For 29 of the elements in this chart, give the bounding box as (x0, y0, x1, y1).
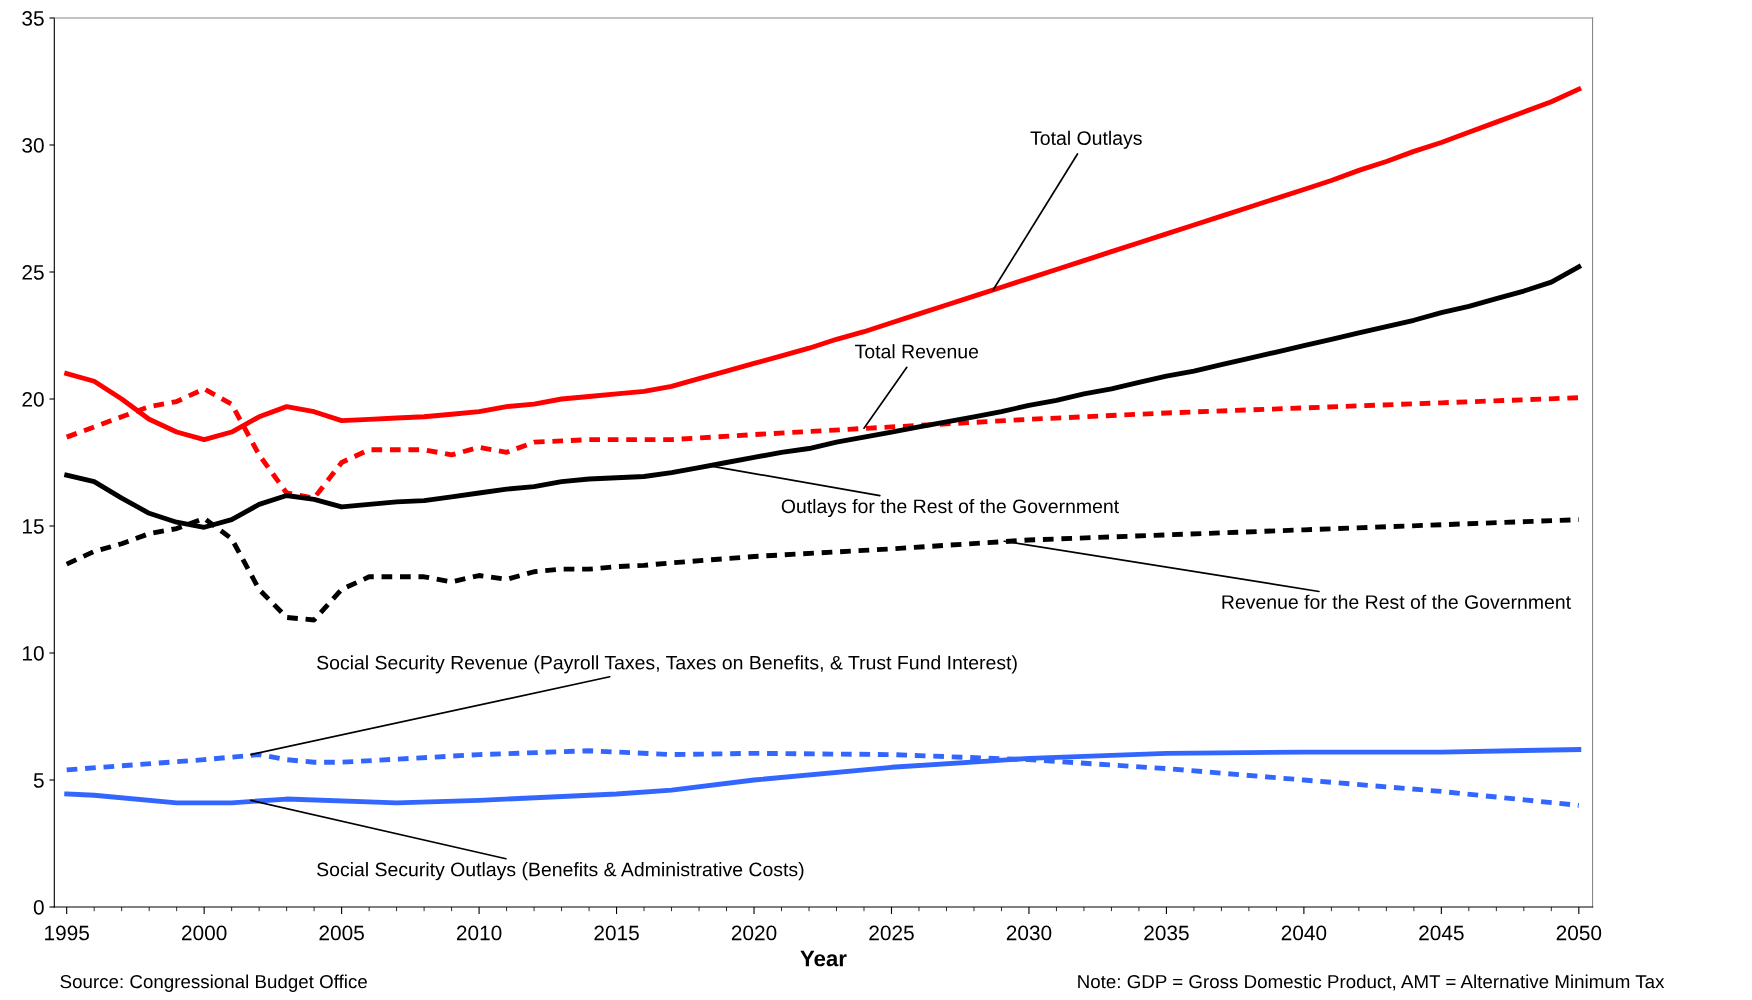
x-tick-label: 2030 (1006, 925, 1052, 941)
x-tick-label: 2025 (869, 925, 914, 941)
y-tick-label: 15 (23, 519, 44, 534)
y-tick-label: 20 (22, 392, 44, 407)
x-tick-label: 2045 (1419, 925, 1464, 941)
annotation: Social Security Outlays (Benefits & Administrative Costs) (317, 862, 804, 881)
y-tick-label: 35 (22, 11, 44, 26)
y-tick-label: 25 (22, 265, 44, 280)
annotation: Outlays for the Rest of the Government (781, 498, 1119, 518)
y-tick-label: 30 (22, 138, 44, 153)
x-tick-label: 2010 (456, 925, 502, 941)
annotation: Total Revenue (855, 344, 979, 359)
annotation: Total Outlays (1030, 130, 1142, 149)
y-tick-label: 0 (33, 900, 44, 915)
y-tick-label: 5 (33, 773, 44, 788)
x-tick-label: 2000 (182, 925, 227, 941)
x-tick-label: 2035 (1144, 925, 1189, 941)
x-tick-label: 2050 (1556, 925, 1602, 941)
x-tick-label: 2015 (594, 925, 639, 941)
text: Note: GDP = Gross Domestic Product, AMT = Alternative Minimum Tax (1078, 974, 1665, 991)
source-note: Source: Congressional Budget Office (60, 974, 367, 992)
x-tick-label: 2005 (319, 925, 364, 941)
annotation: Social Security Revenue (Payroll Taxes, Taxes on Benefits, & Trust Fund Interest) (317, 655, 1017, 674)
x-tick-label: 2040 (1281, 925, 1327, 941)
x-tick-label: 2020 (731, 925, 777, 941)
y-tick-label: 10 (23, 646, 44, 661)
x-tick-label: 1995 (45, 925, 89, 941)
x-axis-title: Year (800, 950, 847, 967)
annotation: Revenue for the Rest of the Government (1222, 594, 1571, 609)
